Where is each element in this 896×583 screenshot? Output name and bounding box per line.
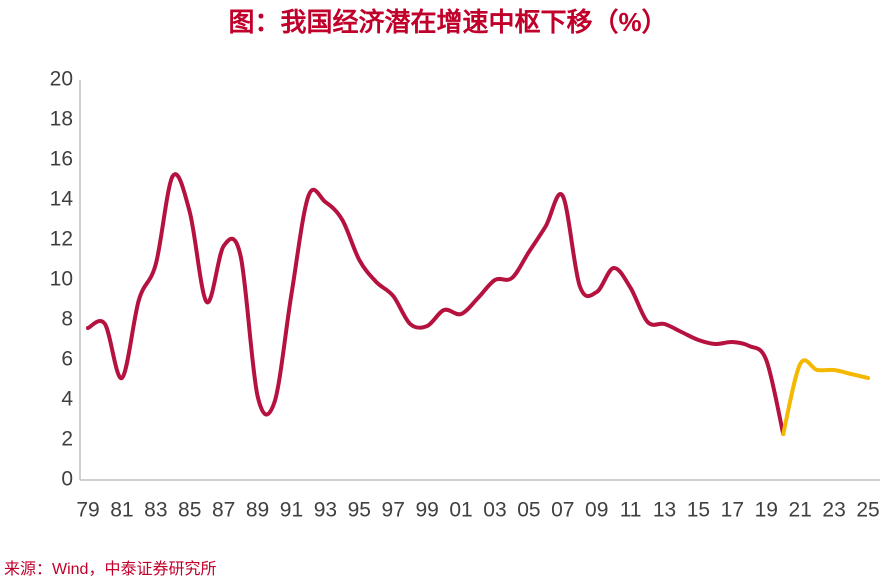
y-tick-label: 2 xyxy=(61,428,73,451)
x-tick-label: 91 xyxy=(280,499,303,522)
y-tick-label: 16 xyxy=(50,148,73,171)
x-tick-label: 79 xyxy=(76,499,99,522)
y-tick-label: 4 xyxy=(61,388,73,411)
x-tick-label: 19 xyxy=(755,499,778,522)
x-tick-label: 09 xyxy=(585,499,608,522)
chart-title: 图：我国经济潜在增速中枢下移（%） xyxy=(228,7,667,37)
line-series xyxy=(86,172,786,436)
x-tick-label: 85 xyxy=(178,499,201,522)
x-tick-label: 83 xyxy=(144,499,167,522)
x-tick-label: 25 xyxy=(856,499,879,522)
y-tick-label: 14 xyxy=(50,188,74,211)
x-tick-label: 93 xyxy=(314,499,337,522)
x-tick-label: 99 xyxy=(415,499,438,522)
x-tick-label: 11 xyxy=(620,499,642,522)
y-tick-label: 6 xyxy=(61,348,73,371)
x-tick-label: 15 xyxy=(687,499,710,522)
x-tick-label: 87 xyxy=(212,499,235,522)
source-note: 来源：Wind，中泰证券研究所 xyxy=(4,560,216,578)
y-tick-label: 0 xyxy=(61,468,73,491)
x-tick-label: 21 xyxy=(788,499,811,522)
x-tick-label: 17 xyxy=(721,499,744,522)
x-tick-label: 81 xyxy=(110,499,133,522)
x-tick-label: 03 xyxy=(483,499,506,522)
x-tick-label: 23 xyxy=(822,499,845,522)
x-tick-label: 07 xyxy=(551,499,574,522)
x-tick-label: 13 xyxy=(653,499,676,522)
y-tick-label: 20 xyxy=(50,68,73,91)
x-tick-label: 89 xyxy=(246,499,269,522)
line-series xyxy=(781,358,870,436)
y-tick-label: 8 xyxy=(61,308,73,331)
y-tick-label: 18 xyxy=(50,108,73,131)
x-tick-label: 95 xyxy=(348,499,371,522)
y-tick-label: 12 xyxy=(50,228,73,251)
y-tick-label: 10 xyxy=(50,268,73,291)
x-tick-label: 97 xyxy=(382,499,405,522)
x-tick-label: 01 xyxy=(449,499,472,522)
x-tick-label: 05 xyxy=(517,499,540,522)
